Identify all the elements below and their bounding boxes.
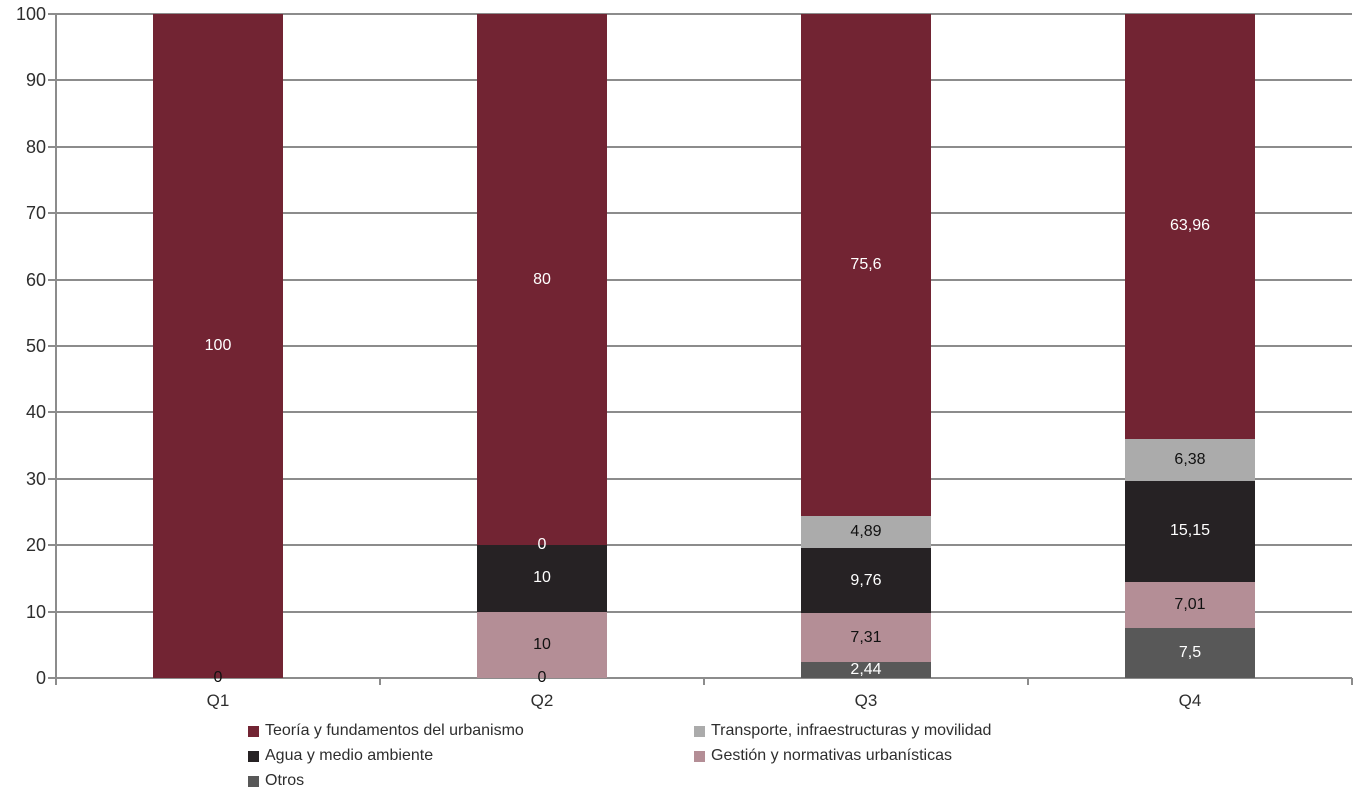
data-label: 100 — [204, 337, 232, 354]
gridline — [56, 79, 1352, 82]
legend-label: Agua y medio ambiente — [265, 747, 434, 764]
y-axis-tick — [48, 477, 56, 480]
bar-segment — [477, 545, 607, 612]
legend-item: Otros — [248, 772, 694, 790]
bar-segment — [477, 611, 607, 678]
category-label: Q2 — [530, 691, 554, 710]
legend-item: Agua y medio ambiente — [248, 747, 694, 765]
y-tick-label: 20 — [25, 535, 46, 556]
data-label: 0 — [213, 669, 223, 686]
y-axis-tick — [48, 677, 56, 679]
y-tick-label: 0 — [35, 668, 46, 688]
y-axis-tick — [48, 345, 56, 347]
legend-item: Gestión y normativas urbanísticas — [694, 747, 991, 765]
gridline — [56, 13, 1352, 15]
x-axis-tick — [55, 678, 57, 685]
legend-item: Teoría y fundamentos del urbanismo — [248, 722, 694, 740]
y-axis-line — [55, 13, 57, 679]
bar-segment — [801, 613, 931, 662]
bar-segment — [153, 14, 283, 678]
gridline — [56, 145, 1352, 148]
legend-swatch — [694, 750, 705, 762]
y-tick-label: 100 — [15, 4, 46, 24]
legend-item: Transporte, infraestructuras y movilidad — [694, 722, 991, 740]
gridline — [56, 477, 1352, 480]
data-label: 10 — [533, 635, 551, 653]
bar-segment — [1125, 628, 1255, 678]
y-axis-tick — [48, 13, 56, 15]
y-axis-tick — [48, 544, 56, 547]
y-tick-label: 10 — [25, 601, 46, 622]
legend-label: Teoría y fundamentos del urbanismo — [265, 722, 524, 739]
data-label: 63,96 — [1169, 217, 1211, 235]
bar-segment — [801, 14, 931, 516]
bar-segment — [1125, 481, 1255, 582]
gridline — [56, 411, 1352, 414]
gridline — [56, 212, 1352, 215]
bar-segment — [1125, 581, 1255, 629]
legend: Teoría y fundamentos del urbanismo Transp… — [248, 722, 991, 797]
bar-segment — [801, 515, 931, 549]
data-label: 10 — [533, 569, 551, 587]
data-label: 4,89 — [850, 523, 882, 541]
legend-swatch — [694, 725, 705, 737]
data-label: 75,6 — [850, 255, 882, 273]
x-axis-tick — [703, 678, 705, 685]
category-label: Q1 — [206, 691, 230, 710]
y-axis-tick — [48, 610, 56, 613]
data-label: 6,38 — [1174, 450, 1206, 468]
y-axis-tick — [48, 278, 56, 281]
x-axis-tick — [1027, 678, 1029, 685]
legend-label: Otros — [265, 772, 305, 789]
category-label: Q4 — [1178, 691, 1202, 710]
y-tick-label: 70 — [25, 203, 46, 224]
y-tick-label: 30 — [25, 468, 46, 489]
bar-segment — [477, 14, 607, 546]
y-axis-tick — [48, 79, 56, 82]
data-label: 7,01 — [1174, 595, 1206, 613]
gridline — [56, 544, 1352, 547]
bar-segment — [1125, 14, 1255, 439]
gridline — [56, 345, 1352, 347]
y-tick-label: 40 — [25, 402, 46, 423]
y-tick-label: 80 — [25, 136, 46, 157]
y-tick-label: 50 — [25, 336, 46, 356]
bar-segment — [801, 548, 931, 614]
y-axis-tick — [48, 145, 56, 148]
data-label: 7,5 — [1178, 644, 1202, 662]
x-axis-tick — [379, 678, 381, 685]
legend-swatch — [248, 750, 259, 762]
y-tick-label: 60 — [25, 269, 46, 290]
gridline — [56, 278, 1352, 281]
gridline — [56, 610, 1352, 613]
legend-swatch — [248, 725, 259, 737]
data-label: 15,15 — [1169, 522, 1211, 540]
legend-label: Transporte, infraestructuras y movilidad — [711, 722, 992, 739]
data-label: 0 — [537, 536, 547, 554]
bar-segment — [1125, 438, 1255, 482]
legend-swatch — [248, 775, 259, 787]
y-axis-tick — [48, 212, 56, 215]
data-label: 0 — [537, 669, 547, 686]
data-label: 7,31 — [850, 628, 882, 646]
category-label: Q3 — [854, 691, 878, 710]
data-label: 9,76 — [850, 571, 882, 589]
x-axis-tick — [1351, 678, 1353, 685]
data-label: 80 — [533, 270, 551, 288]
y-axis-tick — [48, 411, 56, 414]
data-label: 2,44 — [850, 660, 882, 678]
legend-label: Gestión y normativas urbanísticas — [711, 747, 952, 764]
bar-segment — [801, 661, 931, 678]
y-tick-label: 90 — [25, 70, 46, 91]
